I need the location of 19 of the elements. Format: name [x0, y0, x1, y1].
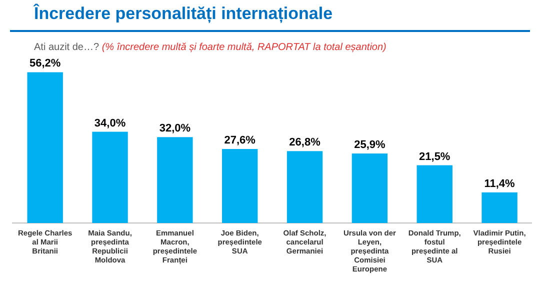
bar	[352, 154, 388, 223]
bar	[27, 72, 63, 223]
data-label: 25,9%	[354, 139, 386, 152]
data-label: 56,2%	[29, 58, 61, 70]
data-label: 34,0%	[94, 117, 126, 130]
bar	[222, 148, 258, 223]
chart-subtitle: Ati auzit de…?	[34, 42, 100, 53]
text: (% încredere multă și foarte multă, RAPORTAT la total eșantion)	[102, 42, 386, 53]
bar	[157, 137, 193, 223]
data-label: 32,0%	[159, 122, 191, 135]
data-label: 26,8%	[289, 136, 321, 149]
bar	[286, 151, 323, 223]
chart-title: Încredere personalități internaționale	[34, 4, 333, 24]
bar	[416, 165, 452, 223]
data-label: 21,5%	[419, 150, 450, 163]
bar	[92, 132, 128, 223]
bar	[482, 192, 518, 223]
data-label: 27,6%	[224, 134, 256, 146]
data-label: 11,4%	[484, 178, 516, 190]
